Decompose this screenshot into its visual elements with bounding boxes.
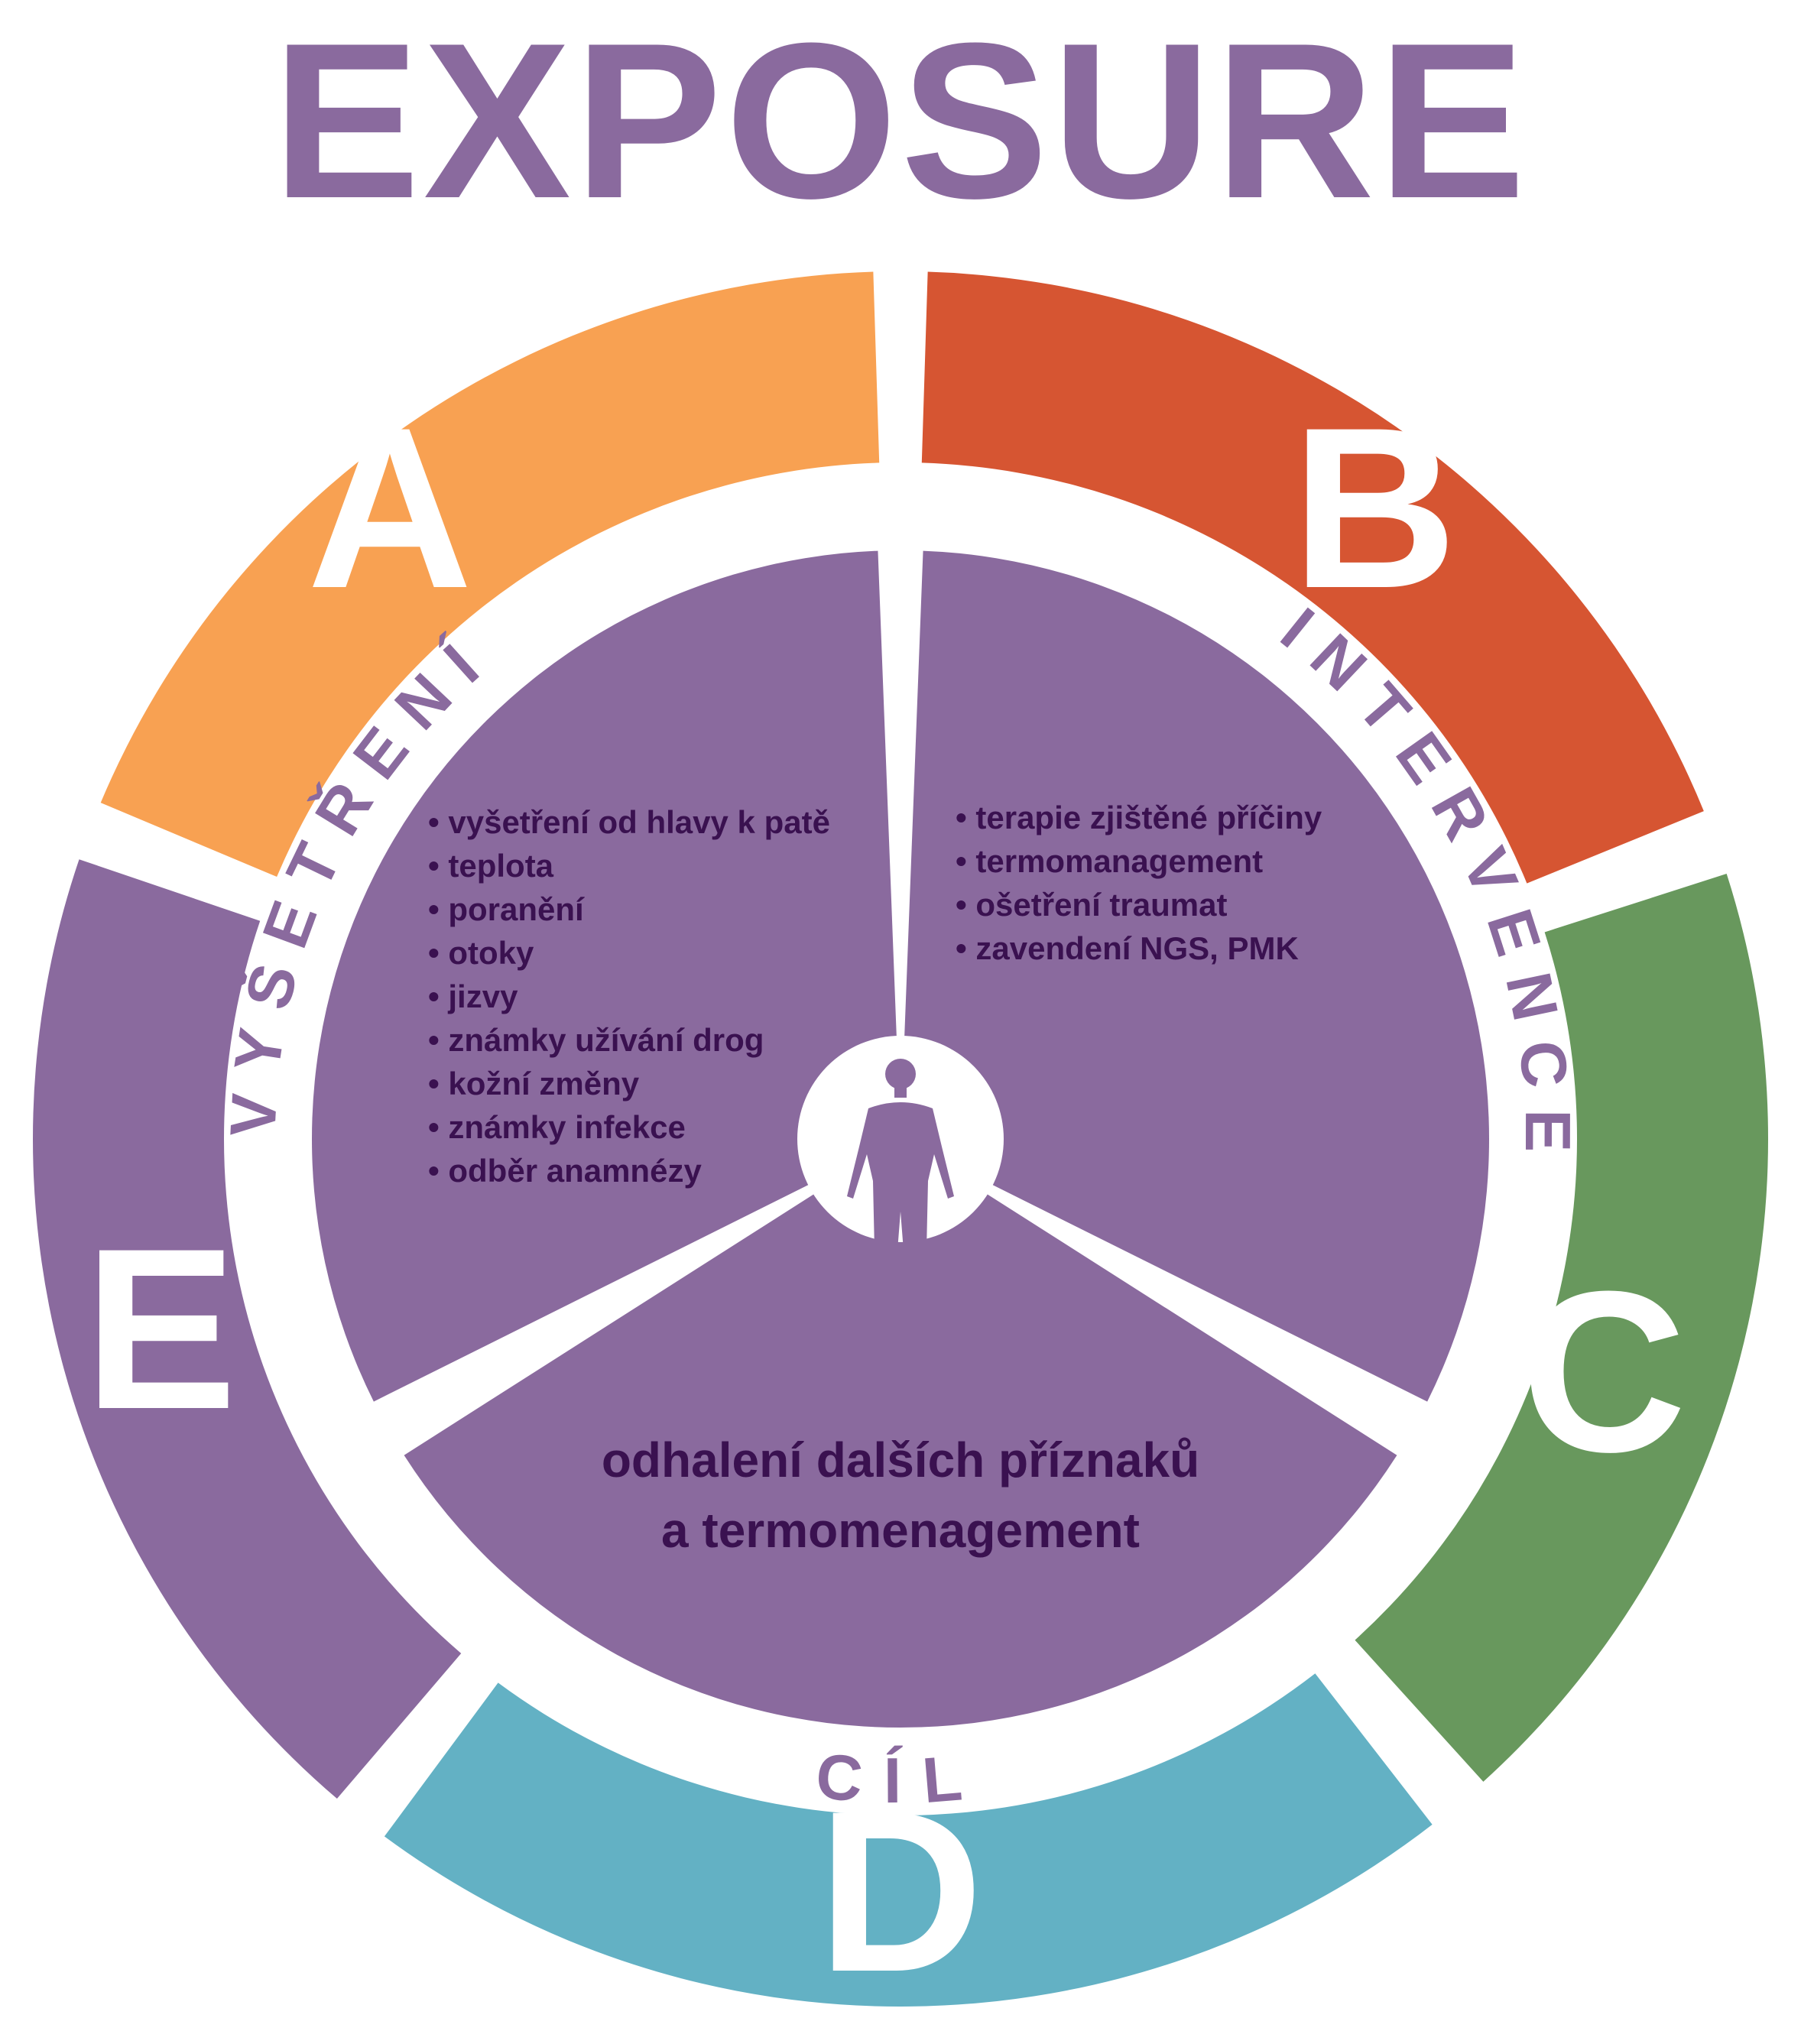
intervention-item: • ošetření traumat: [956, 887, 1227, 923]
center-hub: [797, 1036, 1004, 1251]
exam-item: • známky užívání drog: [428, 1022, 764, 1058]
segment-letters: A B C D E: [84, 379, 1686, 2020]
goal-line: a termomenagement: [661, 1503, 1140, 1558]
goal-text: odhalení dalších příznaků a termomenagem…: [602, 1432, 1199, 1558]
intervention-item: • zavendení NGS, PMK: [956, 930, 1299, 966]
segment-letter-e: E: [84, 1200, 237, 1457]
ring-label-cil: CÍL: [813, 1740, 988, 1817]
goal-line: odhalení dalších příznaků: [602, 1432, 1199, 1488]
inner-sector-goal: [404, 1139, 1397, 1728]
exam-item: • vyšetření od hlavy k patě: [428, 804, 830, 840]
ring-segment-c: [1355, 874, 1769, 1782]
intervention-list: • terapie zjištěné příčiny • termomanage…: [956, 800, 1322, 966]
outer-ring: [32, 271, 1769, 2007]
segment-letter-d: D: [818, 1763, 984, 2020]
inner-sectors: [312, 550, 1489, 1728]
ring-segment-b: [921, 271, 1704, 884]
inner-sector-exam: [312, 550, 901, 1402]
exam-item: • známky infekce: [428, 1109, 686, 1145]
exam-item: • otoky: [428, 935, 534, 971]
ring-segment-d: [384, 1673, 1433, 2007]
intervention-item: • terapie zjištěné příčiny: [956, 800, 1322, 835]
exam-list: • vyšetření od hlavy k patě • teplota • …: [428, 804, 830, 1189]
exam-item: • kožní změny: [428, 1066, 640, 1101]
diagram-title: EXPOSURE: [272, 0, 1529, 245]
human-figure-icon: [847, 1059, 954, 1251]
exam-item: • odběr anamnézy: [428, 1153, 702, 1189]
exam-item: • teplota: [428, 848, 554, 884]
ring-segment-e: [32, 859, 462, 1799]
segment-letter-b: B: [1292, 379, 1458, 636]
segment-letter-a: A: [307, 379, 473, 636]
exam-item: • poranění: [428, 891, 585, 927]
ring-segment-a: [100, 271, 880, 878]
inner-sector-intervention: [900, 550, 1489, 1402]
exam-item: • jizvy: [428, 978, 518, 1014]
intervention-item: • termomanagement: [956, 843, 1263, 879]
segment-letter-c: C: [1521, 1243, 1687, 1500]
